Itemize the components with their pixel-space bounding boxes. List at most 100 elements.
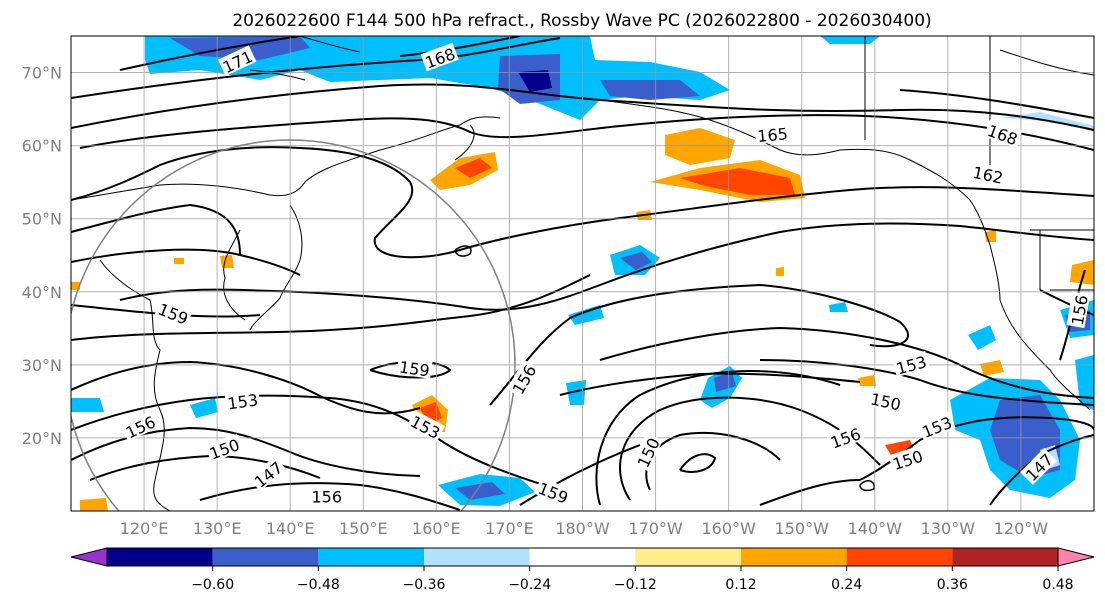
figure-title: 2026022600 F144 500 hPa refract., Rossby… [232,11,931,31]
contour-label-bg [1066,291,1091,329]
shade-orange-e2 [1070,260,1094,285]
shade-blue-mid1-dark [620,252,652,270]
contour-label-bg [217,45,257,77]
lat-tick-label: 50°N [22,210,62,229]
lon-tick-label: 130°E [193,519,242,538]
map-grid [71,36,1094,511]
contour-label-bg [1020,448,1057,485]
shade-blue-mid5 [829,302,848,312]
shade-blue-east3 [968,325,996,350]
shade-blue-mid2 [568,305,604,325]
contour-label-bg [248,456,287,492]
colorbar-low-extend [70,547,108,567]
contour-label-bg [888,445,927,473]
colorbar-swatch [212,548,319,566]
colorbar-swatch [952,548,1058,566]
contour-label-2: 165 [754,123,791,146]
colorbar-tick-label: 0.12 [725,577,756,593]
colorbar-swatch [635,548,741,566]
colorbar: −0.60 −0.48 −0.36 −0.24 −0.12 0.12 0.24 0.36 0.4… [70,547,1095,593]
contour-label-bg [917,411,956,441]
contour-label-bg [205,433,244,463]
contour-label-text: 156 [311,487,342,506]
shade-blue-south-dark [455,482,505,500]
contour-label-bg [420,42,459,72]
shade-blue-west2 [71,398,104,412]
contour-label-bg [754,123,791,145]
colorbar-swatch [318,548,424,566]
contour-label-bg [826,422,865,452]
contour-label-20: 156 [309,486,344,506]
contour-label-11: 150 [867,388,905,414]
colorbar-tick-label: −0.36 [403,577,446,593]
shade-blue-arctic-dark [170,36,310,60]
contour-label-bg [983,119,1023,148]
lat-tick-label: 60°N [22,137,62,156]
contour-label-text: 165 [756,124,788,146]
shade-blue-west [190,398,218,418]
lon-tick-label: 130°W [921,519,976,538]
contour-label-19: 147 [248,456,287,492]
contour-label-bg [396,356,433,379]
shade-orange-sw [80,498,108,511]
contour-label-bg [120,410,160,442]
contour-label-bg [224,389,261,412]
lon-tick-label: 140°W [848,519,903,538]
shade-orange-m3 [174,258,184,264]
shade-orange-m2 [776,267,784,276]
lon-tick-label: 180°W [555,519,610,538]
lat-tick-label: 70°N [22,64,62,83]
colorbar-swatch [529,548,636,566]
lat-tick-label: 20°N [22,429,62,448]
lat-tick-label: 30°N [22,356,62,375]
colorbar-swatch [424,548,530,566]
contour-label-bg [892,350,930,377]
map-frame [70,35,1095,512]
colorbar-high-extend [1057,547,1095,567]
latitude-labels: 70°N 60°N 50°N 40°N 30°N 20°N [22,64,62,448]
lon-tick-label: 120°E [120,519,169,538]
colorbar-tick-label: −0.60 [191,577,234,593]
lat-tick-label: 40°N [22,283,62,302]
colorbar-tick-label: −0.12 [614,577,657,593]
colorbar-tick-label: 0.48 [1042,577,1073,593]
great-circle-overlay [71,139,516,511]
colorbar-frame [106,547,1059,567]
contour-label-bg [406,410,446,443]
contour-label-bg [969,161,1007,187]
contour-label-6: 159 [396,356,433,381]
shade-blue-arctic-dark3 [600,80,700,100]
contour-label-bg [309,486,344,505]
shade-red-kamchatka [455,158,492,178]
shade-orange-e4 [858,375,876,386]
shade-blue-mid3-dark [714,372,736,392]
shade-orange-w2 [220,255,234,268]
shade-orange-1 [665,128,735,165]
shade-orange-e3 [980,360,1004,376]
shade-orange-w3 [71,282,80,290]
colorbar-swatch [107,548,213,566]
lon-tick-label: 170°E [485,519,534,538]
lon-tick-label: 160°W [701,519,756,538]
colorbar-swatch [846,548,953,566]
contour-label-bg [506,359,540,399]
lon-tick-label: 120°W [994,519,1049,538]
contour-label-bg [632,432,663,472]
longitude-labels: 120°E 130°E 140°E 150°E 160°E 170°E 180°W 170°W… [120,519,1049,538]
contour-label-bg [154,298,193,328]
contour-label-bg [867,388,905,413]
contour-label-15: 150 [888,445,927,474]
contour-label-bg [534,477,573,507]
colorbar-tick-label: 0.24 [831,577,862,593]
colorbar-tick-label: −0.24 [508,577,551,593]
lon-tick-label: 160°E [412,519,461,538]
lon-tick-label: 140°E [266,519,315,538]
colorbar-swatch [741,548,847,566]
contour-label-8: 153 [224,389,261,413]
colorbar-tick-label: 0.36 [937,577,968,593]
contour-label-text: 153 [226,390,259,413]
colorbar-tick-label: −0.48 [297,577,340,593]
shade-blue-mid4 [566,380,586,405]
